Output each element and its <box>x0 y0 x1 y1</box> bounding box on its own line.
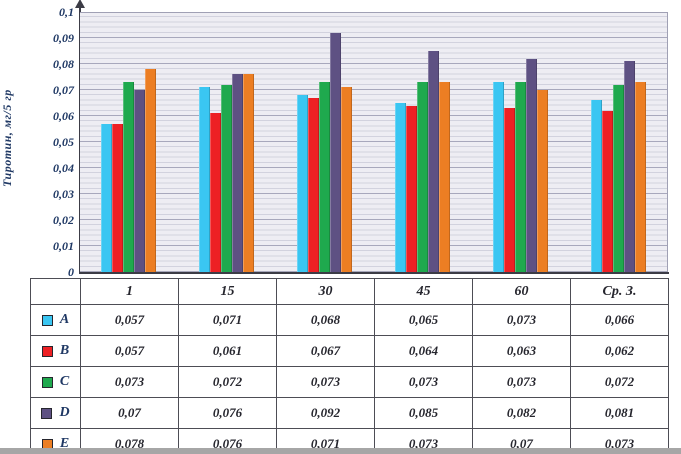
value-cell: 0,076 <box>178 397 277 429</box>
legend-key-B: B <box>30 335 81 367</box>
y-axis-title: Тиротин, мг/5 гр <box>0 89 14 187</box>
y-tick-label: 0,01 <box>53 239 74 253</box>
legend-swatch-icon <box>41 314 53 326</box>
value-cell: 0,073 <box>374 366 473 398</box>
value-cell: 0,073 <box>80 366 179 398</box>
series-name: C <box>59 374 70 389</box>
value-cell: 0,092 <box>276 397 375 429</box>
table-corner-cell <box>30 278 81 305</box>
category-label: 15 <box>178 278 277 305</box>
category-label: 30 <box>276 278 375 305</box>
bar-B-Ср. З. <box>602 110 613 272</box>
bar-E-Ср. З. <box>635 82 646 272</box>
bar-E-15 <box>243 74 254 272</box>
legend-swatch-icon <box>41 376 53 388</box>
category-label: 60 <box>472 278 571 305</box>
value-cell: 0,07 <box>80 397 179 429</box>
value-cell: 0,073 <box>276 366 375 398</box>
series-name: E <box>59 436 70 451</box>
value-cell: 0,072 <box>570 366 669 398</box>
value-cell: 0,071 <box>178 304 277 336</box>
data-table-body: 1 15 30 45 60 Ср. З. A 0,057 0,071 0,068 0,065 0,07… <box>30 278 669 454</box>
value-cell: 0,064 <box>374 335 473 367</box>
value-cell: 0,067 <box>276 335 375 367</box>
value-cell: 0,066 <box>570 304 669 336</box>
bar-E-30 <box>341 87 352 272</box>
bar-A-1 <box>101 123 112 272</box>
x-axis-line <box>79 272 669 274</box>
y-tick-label: 0,1 <box>59 5 74 19</box>
y-tick-label: 0 <box>68 265 74 279</box>
bar-A-15 <box>199 87 210 272</box>
legend-swatch-icon <box>41 407 53 419</box>
series-name: A <box>59 312 70 327</box>
bar-D-15 <box>232 74 243 272</box>
value-cell: 0,081 <box>570 397 669 429</box>
bar-D-45 <box>428 51 439 272</box>
value-cell: 0,062 <box>570 335 669 367</box>
bar-D-60 <box>526 58 537 272</box>
legend-key-C: C <box>30 366 81 398</box>
data-table: 1 15 30 45 60 Ср. З. A 0,057 0,071 0,068 0,065 0,07… <box>30 278 669 454</box>
value-cell: 0,072 <box>178 366 277 398</box>
value-cell: 0,057 <box>80 335 179 367</box>
bar-D-1 <box>134 90 145 272</box>
legend-key-A: A <box>30 304 81 336</box>
bar-B-60 <box>504 108 515 272</box>
series-name: B <box>59 343 70 358</box>
series-row-C: C 0,073 0,072 0,073 0,073 0,073 0,072 <box>30 366 669 398</box>
bar-A-60 <box>493 82 504 272</box>
bar-B-15 <box>210 113 221 272</box>
series-row-D: D 0,07 0,076 0,092 0,085 0,082 0,081 <box>30 397 669 429</box>
bar-C-45 <box>417 82 428 272</box>
bar-B-30 <box>308 97 319 272</box>
bar-chart: Тиротин, мг/5 гр 0 0,01 0,02 0,03 0,04 0,05 0,… <box>0 0 669 279</box>
plot-area <box>80 12 668 272</box>
bar-A-30 <box>297 95 308 272</box>
value-cell: 0,057 <box>80 304 179 336</box>
y-tick-label: 0,03 <box>53 187 74 201</box>
bar-C-30 <box>319 82 330 272</box>
category-label: 45 <box>374 278 473 305</box>
y-tick-label: 0,06 <box>53 109 74 123</box>
y-tick-label: 0,09 <box>53 31 74 45</box>
category-header-row: 1 15 30 45 60 Ср. З. <box>30 278 669 305</box>
category-label: Ср. З. <box>570 278 669 305</box>
series-name: D <box>59 405 70 420</box>
bar-E-45 <box>439 82 450 272</box>
value-cell: 0,068 <box>276 304 375 336</box>
bar-C-15 <box>221 84 232 272</box>
value-cell: 0,073 <box>472 366 571 398</box>
value-cell: 0,082 <box>472 397 571 429</box>
value-cell: 0,063 <box>472 335 571 367</box>
bottom-border-strip <box>0 448 681 454</box>
bar-A-Ср. З. <box>591 100 602 272</box>
y-tick-label: 0,04 <box>53 161 74 175</box>
value-cell: 0,085 <box>374 397 473 429</box>
series-row-B: B 0,057 0,061 0,067 0,064 0,063 0,062 <box>30 335 669 367</box>
bar-B-1 <box>112 123 123 272</box>
legend-key-D: D <box>30 397 81 429</box>
value-cell: 0,073 <box>472 304 571 336</box>
bar-D-30 <box>330 32 341 272</box>
y-tick-label: 0,08 <box>53 57 74 71</box>
y-tick-label: 0,05 <box>53 135 74 149</box>
bar-E-60 <box>537 90 548 272</box>
bar-C-1 <box>123 82 134 272</box>
bar-C-60 <box>515 82 526 272</box>
y-tick-label: 0,07 <box>53 83 74 97</box>
bar-A-45 <box>395 103 406 272</box>
bar-B-45 <box>406 105 417 272</box>
category-label: 1 <box>80 278 179 305</box>
legend-swatch-icon <box>41 345 53 357</box>
bar-D-Ср. З. <box>624 61 635 272</box>
bar-E-1 <box>145 69 156 272</box>
y-tick-label: 0,02 <box>53 213 74 227</box>
bar-C-Ср. З. <box>613 84 624 272</box>
series-row-A: A 0,057 0,071 0,068 0,065 0,073 0,066 <box>30 304 669 336</box>
value-cell: 0,061 <box>178 335 277 367</box>
value-cell: 0,065 <box>374 304 473 336</box>
